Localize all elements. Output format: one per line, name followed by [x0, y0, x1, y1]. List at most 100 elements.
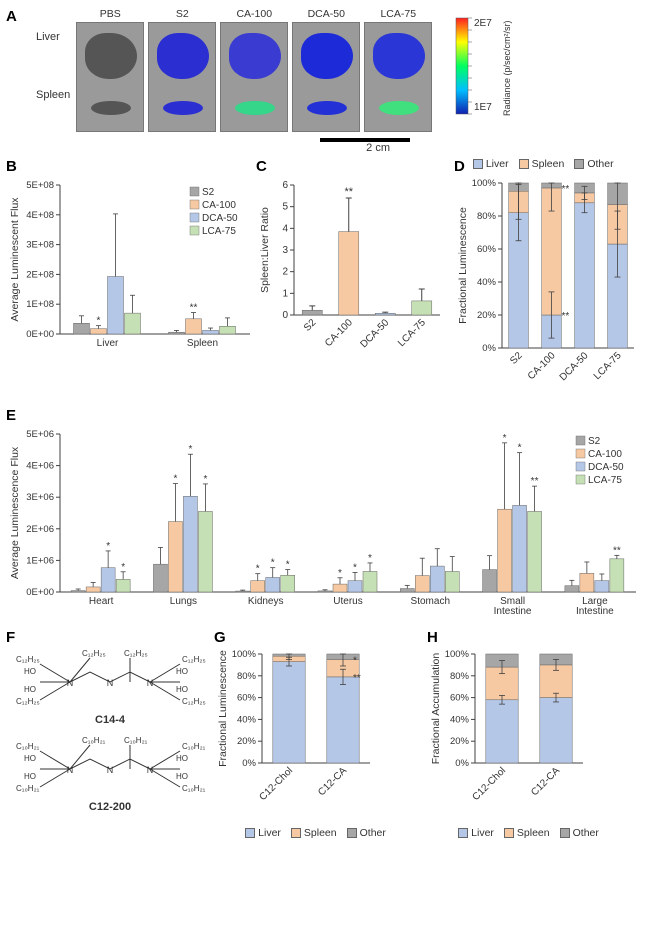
- label-f: F: [6, 629, 15, 646]
- svg-text:60%: 60%: [450, 693, 470, 704]
- label-c: C: [256, 158, 267, 175]
- svg-text:N: N: [107, 765, 114, 775]
- svg-text:C₁₀H₂₁: C₁₀H₂₁: [16, 784, 40, 793]
- svg-text:C12-CA: C12-CA: [529, 765, 562, 798]
- svg-text:**: **: [353, 673, 361, 684]
- svg-text:*: *: [173, 474, 177, 485]
- label-e: E: [6, 407, 16, 424]
- svg-text:20%: 20%: [477, 310, 497, 321]
- svg-text:S2: S2: [302, 317, 319, 334]
- panel-e-chart: 0E+001E+062E+063E+064E+065E+06Average Lu…: [6, 424, 640, 627]
- panel-h-chart: 0%20%40%60%80%100%Fractional Accumulatio…: [427, 646, 640, 814]
- svg-text:HO: HO: [176, 772, 188, 781]
- svg-text:100%: 100%: [232, 649, 257, 660]
- svg-text:1E+08: 1E+08: [26, 299, 54, 310]
- svg-text:C12-CA: C12-CA: [316, 765, 349, 798]
- label-b: B: [6, 158, 17, 175]
- svg-text:2E+08: 2E+08: [26, 269, 54, 280]
- svg-text:C12-Chol: C12-Chol: [470, 765, 508, 803]
- svg-text:2: 2: [282, 267, 288, 278]
- svg-text:LCA-75: LCA-75: [396, 317, 428, 349]
- svg-text:C₁₀H₂₁: C₁₀H₂₁: [182, 742, 206, 751]
- svg-text:C₁₂H₂₅: C₁₂H₂₅: [182, 655, 206, 664]
- svg-text:S2: S2: [202, 187, 215, 198]
- svg-text:*: *: [121, 562, 125, 573]
- svg-text:**: **: [531, 476, 539, 487]
- svg-text:**: **: [562, 184, 570, 195]
- svg-text:3E+06: 3E+06: [26, 492, 54, 503]
- svg-text:Fractional Luminescence: Fractional Luminescence: [217, 650, 229, 767]
- svg-text:Spleen:Liver Ratio: Spleen:Liver Ratio: [259, 207, 271, 293]
- svg-text:CA-100: CA-100: [202, 200, 236, 211]
- panel-c-chart: 0123456Spleen:Liver RatioS2**CA-100DCA-5…: [256, 175, 454, 368]
- svg-text:0E+00: 0E+00: [26, 329, 54, 340]
- svg-text:Heart: Heart: [89, 596, 114, 607]
- svg-text:Stomach: Stomach: [411, 596, 450, 607]
- svg-text:3: 3: [282, 245, 288, 256]
- svg-text:5E+08: 5E+08: [26, 180, 54, 191]
- svg-text:Kidneys: Kidneys: [248, 596, 284, 607]
- panel-b-chart: 0E+001E+082E+083E+084E+085E+08Average Lu…: [6, 175, 256, 363]
- svg-text:2E+06: 2E+06: [26, 524, 54, 535]
- svg-text:20%: 20%: [450, 736, 470, 747]
- panel-d-legend: LiverSpleenOther: [473, 158, 624, 170]
- svg-text:LCA-75: LCA-75: [588, 475, 622, 486]
- svg-text:HO: HO: [24, 685, 36, 694]
- svg-text:C₁₂H₂₅: C₁₂H₂₅: [182, 697, 206, 706]
- svg-text:4: 4: [282, 223, 288, 234]
- label-a: A: [6, 8, 17, 25]
- svg-text:C₁₀H₂₁: C₁₀H₂₁: [16, 742, 40, 751]
- svg-text:C₁₀H₂₁: C₁₀H₂₁: [182, 784, 206, 793]
- svg-text:HO: HO: [24, 754, 36, 763]
- svg-text:1: 1: [282, 288, 288, 299]
- svg-text:HO: HO: [176, 667, 188, 676]
- svg-text:100%: 100%: [445, 649, 470, 660]
- svg-text:80%: 80%: [477, 211, 497, 222]
- svg-text:4E+06: 4E+06: [26, 461, 54, 472]
- svg-text:2E7: 2E7: [474, 18, 492, 29]
- svg-text:**: **: [562, 311, 570, 322]
- svg-text:Fractional Accumulation: Fractional Accumulation: [430, 653, 442, 765]
- svg-text:C₁₂H₂₅: C₁₂H₂₅: [124, 650, 148, 658]
- svg-text:CA-100: CA-100: [323, 317, 355, 349]
- svg-text:Liver: Liver: [97, 338, 119, 349]
- svg-text:*: *: [503, 433, 507, 444]
- panel-d-chart: 0%20%40%60%80%100%Fractional Luminescenc…: [454, 175, 640, 403]
- svg-text:5: 5: [282, 202, 288, 213]
- label-g: G: [214, 629, 226, 646]
- svg-text:*: *: [338, 568, 342, 579]
- svg-text:6: 6: [282, 180, 288, 191]
- svg-text:Lungs: Lungs: [170, 596, 197, 607]
- svg-text:C₁₀H₂₁: C₁₀H₂₁: [124, 737, 148, 745]
- svg-text:40%: 40%: [237, 714, 257, 725]
- svg-text:CA-100: CA-100: [588, 449, 622, 460]
- svg-text:CA-100: CA-100: [526, 350, 558, 382]
- svg-text:HO: HO: [24, 772, 36, 781]
- panel-h-legend: LiverSpleenOther: [427, 826, 640, 838]
- svg-text:Average Luminescent Flux: Average Luminescent Flux: [9, 197, 21, 322]
- label-h: H: [427, 629, 438, 646]
- svg-text:*: *: [203, 474, 207, 485]
- svg-text:40%: 40%: [450, 714, 470, 725]
- svg-text:*: *: [518, 443, 522, 454]
- svg-text:4E+08: 4E+08: [26, 210, 54, 221]
- panel-a-images: LiverSpleenPBSS2CA-100DCA-50LCA-752E71E7…: [36, 8, 640, 154]
- svg-text:LCA-75: LCA-75: [202, 226, 236, 237]
- svg-text:Spleen: Spleen: [187, 338, 218, 349]
- svg-text:HO: HO: [176, 685, 188, 694]
- svg-text:*: *: [97, 316, 101, 327]
- svg-text:S2: S2: [508, 350, 525, 367]
- svg-text:40%: 40%: [477, 277, 497, 288]
- svg-text:C₁₀H₂₁: C₁₀H₂₁: [82, 737, 106, 745]
- svg-text:Uterus: Uterus: [333, 596, 362, 607]
- svg-text:HO: HO: [176, 754, 188, 763]
- svg-text:100%: 100%: [472, 178, 497, 189]
- svg-text:1E7: 1E7: [474, 102, 492, 113]
- label-d: D: [454, 158, 465, 175]
- svg-text:C₁₂H₂₅: C₁₂H₂₅: [82, 650, 106, 658]
- svg-text:**: **: [190, 303, 198, 314]
- panel-f-structures: NNNC₁₂H₂₅C₁₂H₂₅C₁₂H₂₅C₁₂H₂₅C₁₂H₂₅C₁₂H₂₅H…: [6, 646, 214, 828]
- svg-text:N: N: [107, 678, 114, 688]
- svg-text:Intestine: Intestine: [576, 606, 614, 617]
- svg-text:*: *: [256, 564, 260, 575]
